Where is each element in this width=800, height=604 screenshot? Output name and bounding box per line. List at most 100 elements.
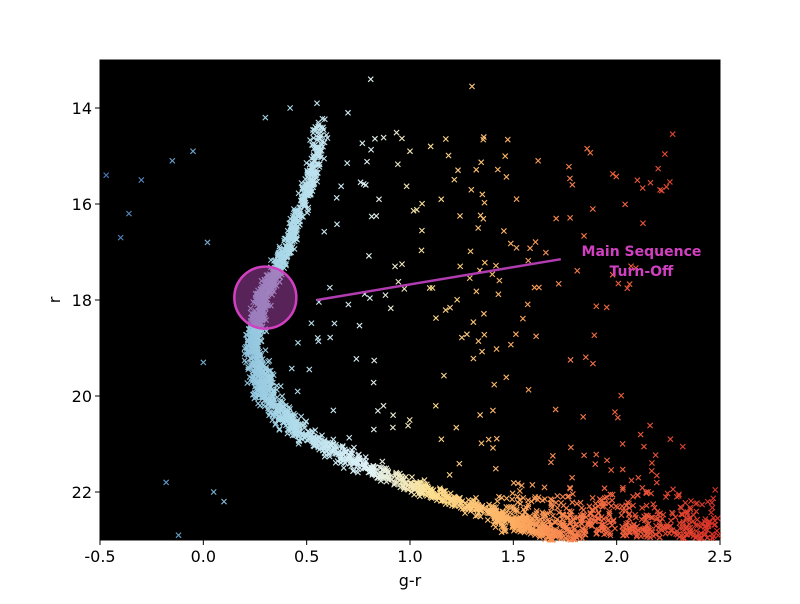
scatter-point [427,143,434,150]
scatter-point [537,520,544,527]
scatter-point [446,494,453,501]
scatter-point [500,228,507,235]
scatter-point [610,518,617,525]
scatter-point [709,535,716,542]
scatter-point [585,520,592,527]
scatter-point [527,245,534,252]
x-tick-label: 0.5 [294,547,319,566]
scatter-point [460,505,467,511]
scatter-point [364,158,371,165]
scatter-point [268,401,275,408]
scatter-point [297,421,304,428]
scatter-point [296,218,303,225]
scatter-point [405,422,412,429]
annotation-line [316,257,562,302]
scatter-point [615,280,622,287]
scatter-point [241,357,248,364]
scatter-point [542,249,549,256]
scatter-point [315,338,322,345]
scatter-point [289,229,296,236]
scatter-point [628,477,635,484]
scatter-point [559,520,566,527]
scatter-point [470,507,477,514]
scatter-point [675,492,682,499]
scatter-point [667,517,674,524]
y-tick-label: 20 [72,387,92,406]
scatter-point [624,285,631,292]
scatter-point [632,514,639,521]
scatter-point [306,366,313,373]
scatter-point [296,210,303,217]
scatter-point [288,365,295,372]
scatter-point [473,166,480,173]
scatter-point [503,173,510,180]
scatter-point [392,471,399,478]
scatter-point [649,514,656,521]
scatter-point [569,181,576,188]
scatter-point [311,142,318,149]
scatter-point [408,474,415,481]
scatter-point [477,411,484,418]
scatter-point [553,499,560,506]
scatter-point [103,172,110,179]
scatter-point [243,331,250,338]
scatter-point [275,413,282,420]
scatter-point [559,493,566,500]
scatter-point [637,528,644,535]
scatter-point [628,263,635,270]
scatter-point [319,124,326,131]
scatter-point [634,523,641,530]
scatter-point [337,456,343,463]
scatter-point [515,522,522,529]
scatter-point [429,494,436,501]
scatter-point [463,331,470,338]
scatter-point [294,388,301,395]
scatter-point [371,357,378,364]
scatter-point [258,375,265,382]
scatter-point [401,285,408,292]
scatter-point [291,246,298,253]
scatter-point [516,497,523,504]
scatter-point [648,514,654,521]
scatter-point [594,515,601,522]
scatter-point [324,135,331,142]
scatter-point [607,532,614,539]
scatter-point [648,467,655,474]
scatter-point [603,304,610,311]
scatter-point [694,500,701,507]
scatter-point [503,374,510,381]
scatter-point [540,513,547,520]
scatter-point [315,152,321,159]
scatter-point [353,460,360,467]
scatter-point [657,186,664,193]
scatter-point [469,83,475,90]
y-tick-label: 22 [72,483,92,502]
scatter-point [553,527,560,534]
scatter-point [667,436,674,443]
scatter-point [328,446,335,453]
scatter-point [429,488,436,495]
scatter-point [505,504,512,511]
scatter-point [438,436,445,443]
scatter-point [359,140,366,147]
scatter-point [481,199,488,206]
scatter-point [529,481,536,488]
scatter-point [555,280,562,287]
scatter-point [647,179,654,186]
scatter-point [473,288,480,295]
scatter-point [622,201,629,208]
scatter-point [371,135,378,142]
scatter-point [413,206,420,213]
scatter-point [661,151,668,158]
scatter-point [309,162,316,169]
scatter-point [479,348,486,355]
scatter-point [477,513,484,520]
scatter-point [662,494,669,501]
scatter-point [313,169,320,176]
scatter-point [632,528,639,535]
scatter-point [618,512,625,519]
scatter-point [545,530,552,537]
scatter-point [567,444,574,451]
scatter-point [599,500,606,507]
scatter-point [635,474,642,481]
